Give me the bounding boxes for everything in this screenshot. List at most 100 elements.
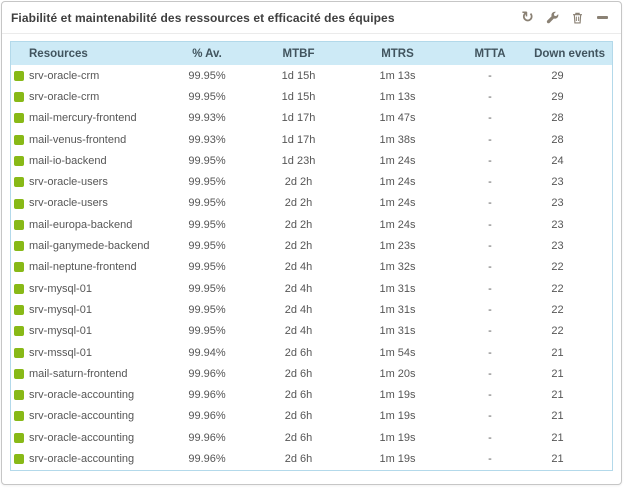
availability-value: 99.94% <box>163 341 251 364</box>
resource-name[interactable]: mail-ganymede-backend <box>29 235 163 257</box>
column-mtbf[interactable]: MTBF <box>251 42 346 65</box>
availability-value: 99.95% <box>163 192 251 215</box>
mtta-value: - <box>449 363 531 385</box>
resource-name[interactable]: mail-europa-backend <box>29 214 163 236</box>
mtta-value: - <box>449 299 531 321</box>
resource-name[interactable]: srv-oracle-crm <box>29 65 163 87</box>
collapse-icon[interactable] <box>595 10 610 25</box>
table-row[interactable]: srv-oracle-accounting 99.96% 2d 6h 1m 19… <box>11 384 612 406</box>
status-cell <box>11 256 29 278</box>
table-row[interactable]: mail-mercury-frontend 99.93% 1d 17h 1m 4… <box>11 107 612 129</box>
table-row[interactable]: srv-oracle-accounting 99.96% 2d 6h 1m 19… <box>11 448 612 470</box>
mtbf-value: 1d 23h <box>251 150 346 172</box>
table-row[interactable]: mail-io-backend 99.95% 1d 23h 1m 24s - 2… <box>11 150 612 172</box>
mtrs-value: 1m 31s <box>346 299 449 321</box>
mtrs-value: 1m 32s <box>346 256 449 278</box>
table-row[interactable]: mail-ganymede-backend 99.95% 2d 2h 1m 23… <box>11 235 612 257</box>
mtbf-value: 1d 15h <box>251 86 346 108</box>
table-row[interactable]: srv-oracle-crm 99.95% 1d 15h 1m 13s - 29 <box>11 86 612 108</box>
table-row[interactable]: srv-oracle-users 99.95% 2d 2h 1m 24s - 2… <box>11 171 612 193</box>
mtrs-value: 1m 47s <box>346 107 449 129</box>
down-events-value: 21 <box>531 427 612 449</box>
status-up-icon <box>14 411 24 422</box>
down-events-value: 21 <box>531 363 612 385</box>
mtta-value: - <box>449 107 531 129</box>
status-up-icon <box>14 390 24 401</box>
column-mtta[interactable]: MTTA <box>449 42 531 65</box>
resource-name[interactable]: srv-mysql-01 <box>29 277 163 300</box>
mtbf-value: 2d 6h <box>251 384 346 406</box>
table-row[interactable]: mail-saturn-frontend 99.96% 2d 6h 1m 20s… <box>11 363 612 385</box>
resource-name[interactable]: srv-oracle-crm <box>29 86 163 108</box>
table-body: srv-oracle-crm 99.95% 1d 15h 1m 13s - 29… <box>11 65 612 470</box>
column-down-events[interactable]: Down events <box>531 42 612 65</box>
column-status <box>11 42 29 65</box>
down-events-value: 21 <box>531 341 612 364</box>
table-row[interactable]: srv-oracle-accounting 99.96% 2d 6h 1m 19… <box>11 405 612 428</box>
refresh-icon[interactable]: ↻ <box>521 8 534 26</box>
status-cell <box>11 171 29 193</box>
resource-name[interactable]: srv-mysql-01 <box>29 299 163 321</box>
mtrs-value: 1m 19s <box>346 405 449 428</box>
mtbf-value: 2d 6h <box>251 341 346 364</box>
mtrs-value: 1m 38s <box>346 128 449 151</box>
table-row[interactable]: srv-mysql-01 99.95% 2d 4h 1m 31s - 22 <box>11 320 612 342</box>
mtta-value: - <box>449 256 531 278</box>
resource-name[interactable]: srv-oracle-accounting <box>29 384 163 406</box>
mtrs-value: 1m 20s <box>346 363 449 385</box>
status-cell <box>11 427 29 449</box>
resource-name[interactable]: mail-venus-frontend <box>29 128 163 151</box>
table-row[interactable]: srv-mysql-01 99.95% 2d 4h 1m 31s - 22 <box>11 277 612 300</box>
table-row[interactable]: srv-oracle-users 99.95% 2d 2h 1m 24s - 2… <box>11 192 612 215</box>
resource-name[interactable]: srv-oracle-users <box>29 192 163 215</box>
resource-name[interactable]: mail-mercury-frontend <box>29 107 163 129</box>
trash-icon[interactable] <box>570 10 585 25</box>
table-row[interactable]: srv-mysql-01 99.95% 2d 4h 1m 31s - 22 <box>11 299 612 321</box>
status-up-icon <box>14 283 24 294</box>
status-up-icon <box>14 134 24 145</box>
mtrs-value: 1m 54s <box>346 341 449 364</box>
mtrs-value: 1m 31s <box>346 320 449 342</box>
status-up-icon <box>14 92 24 103</box>
widget-toolbar: ↻ <box>520 10 610 25</box>
mtrs-value: 1m 13s <box>346 86 449 108</box>
column-mtrs[interactable]: MTRS <box>346 42 449 65</box>
resource-name[interactable]: srv-oracle-accounting <box>29 405 163 428</box>
table-row[interactable]: srv-mssql-01 99.94% 2d 6h 1m 54s - 21 <box>11 341 612 364</box>
resource-name[interactable]: srv-oracle-accounting <box>29 448 163 470</box>
status-cell <box>11 384 29 406</box>
widget-titlebar: Fiabilité et maintenabilité des ressourc… <box>2 2 621 34</box>
resource-name[interactable]: mail-io-backend <box>29 150 163 172</box>
availability-value: 99.93% <box>163 107 251 129</box>
wrench-icon[interactable] <box>545 10 560 25</box>
down-events-value: 21 <box>531 384 612 406</box>
status-up-icon <box>14 368 24 379</box>
table-row[interactable]: srv-oracle-accounting 99.96% 2d 6h 1m 19… <box>11 427 612 449</box>
availability-value: 99.95% <box>163 277 251 300</box>
availability-value: 99.96% <box>163 363 251 385</box>
resource-name[interactable]: srv-mssql-01 <box>29 341 163 364</box>
mtbf-value: 2d 4h <box>251 256 346 278</box>
resource-name[interactable]: mail-saturn-frontend <box>29 363 163 385</box>
table-row[interactable]: mail-venus-frontend 99.93% 1d 17h 1m 38s… <box>11 128 612 151</box>
table-row[interactable]: mail-neptune-frontend 99.95% 2d 4h 1m 32… <box>11 256 612 278</box>
availability-value: 99.96% <box>163 405 251 428</box>
resource-name[interactable]: srv-mysql-01 <box>29 320 163 342</box>
resource-name[interactable]: srv-oracle-accounting <box>29 427 163 449</box>
table-row[interactable]: mail-europa-backend 99.95% 2d 2h 1m 24s … <box>11 214 612 236</box>
table-row[interactable]: srv-oracle-crm 99.95% 1d 15h 1m 13s - 29 <box>11 65 612 87</box>
resource-name[interactable]: mail-neptune-frontend <box>29 256 163 278</box>
column-availability[interactable]: % Av. <box>163 42 251 65</box>
down-events-value: 28 <box>531 128 612 151</box>
status-cell <box>11 277 29 300</box>
column-resources[interactable]: Resources <box>29 42 163 65</box>
mtbf-value: 1d 17h <box>251 107 346 129</box>
down-events-value: 22 <box>531 320 612 342</box>
mtta-value: - <box>449 150 531 172</box>
mtta-value: - <box>449 405 531 428</box>
mtbf-value: 2d 2h <box>251 192 346 215</box>
resource-name[interactable]: srv-oracle-users <box>29 171 163 193</box>
mtbf-value: 2d 6h <box>251 363 346 385</box>
mtrs-value: 1m 23s <box>346 235 449 257</box>
status-cell <box>11 128 29 151</box>
